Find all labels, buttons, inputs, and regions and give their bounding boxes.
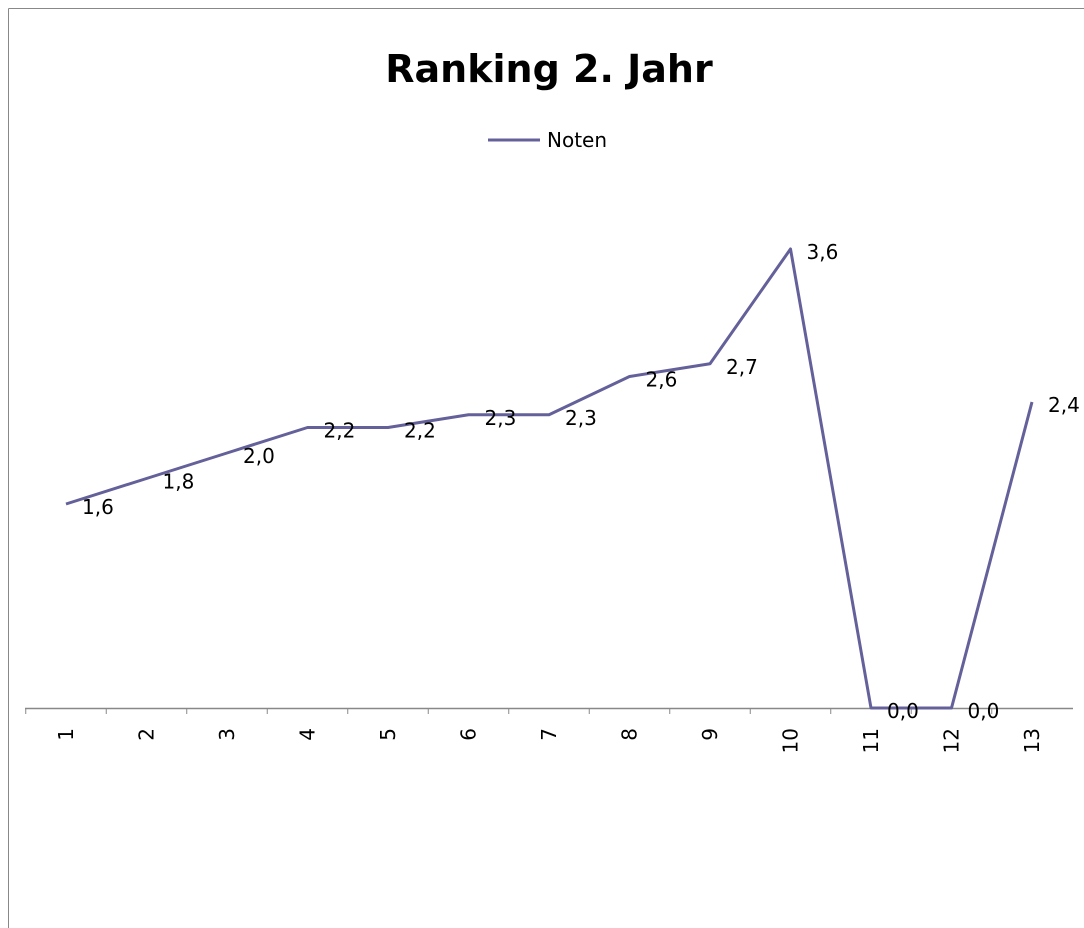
x-tick-label: 12 — [940, 728, 964, 753]
x-tick-label: 13 — [1020, 728, 1044, 753]
data-label: 1,6 — [82, 495, 114, 519]
chart-title: Ranking 2. Jahr — [385, 47, 713, 91]
data-label: 0,0 — [887, 699, 919, 723]
x-tick-label: 1 — [54, 728, 78, 741]
x-tick-label: 2 — [135, 728, 159, 741]
data-label: 2,3 — [565, 406, 597, 430]
data-label: 1,8 — [163, 470, 195, 494]
legend-label: Noten — [547, 128, 607, 152]
x-tick-label: 7 — [537, 728, 561, 741]
data-label: 2,6 — [646, 368, 678, 392]
line — [65, 247, 1034, 710]
x-tick-label: 10 — [779, 728, 803, 753]
x-tick-label: 11 — [859, 728, 883, 753]
x-tick-label: 5 — [376, 728, 400, 741]
data-label: 2,7 — [726, 355, 758, 379]
x-tick-label: 8 — [618, 728, 642, 741]
data-label: 2,4 — [1048, 393, 1080, 417]
x-tick-label: 3 — [215, 728, 239, 741]
data-label: 2,2 — [324, 419, 356, 443]
data-label: 2,3 — [485, 406, 517, 430]
x-tick-label: 9 — [698, 728, 722, 741]
data-label: 0,0 — [968, 699, 1000, 723]
data-label: 2,0 — [243, 444, 275, 468]
data-label: 3,6 — [807, 240, 839, 264]
data-label: 2,2 — [404, 419, 436, 443]
x-tick-label: 6 — [457, 728, 481, 741]
x-tick-label: 4 — [296, 728, 320, 741]
